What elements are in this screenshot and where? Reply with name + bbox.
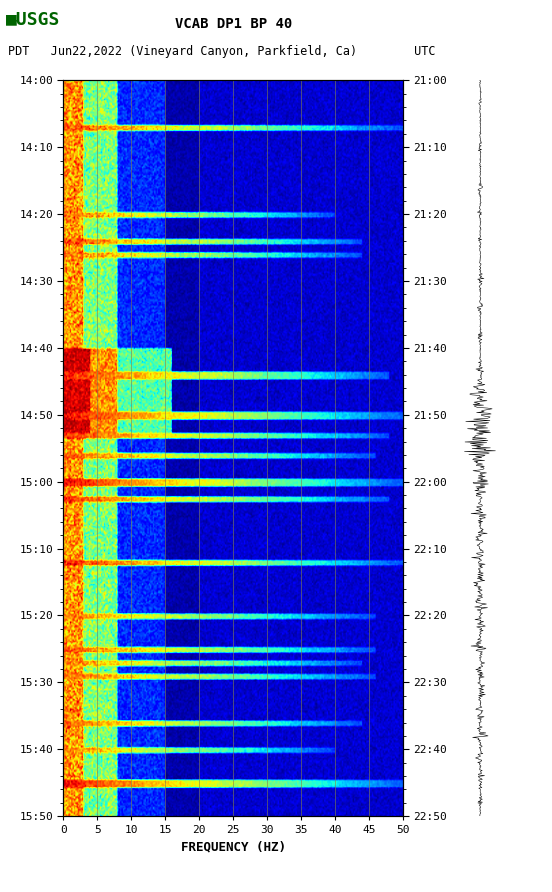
Text: VCAB DP1 BP 40: VCAB DP1 BP 40 — [174, 17, 292, 31]
Text: PDT   Jun22,2022 (Vineyard Canyon, Parkfield, Ca)        UTC: PDT Jun22,2022 (Vineyard Canyon, Parkfie… — [8, 45, 436, 58]
Text: ■USGS: ■USGS — [6, 11, 60, 29]
X-axis label: FREQUENCY (HZ): FREQUENCY (HZ) — [181, 841, 286, 854]
